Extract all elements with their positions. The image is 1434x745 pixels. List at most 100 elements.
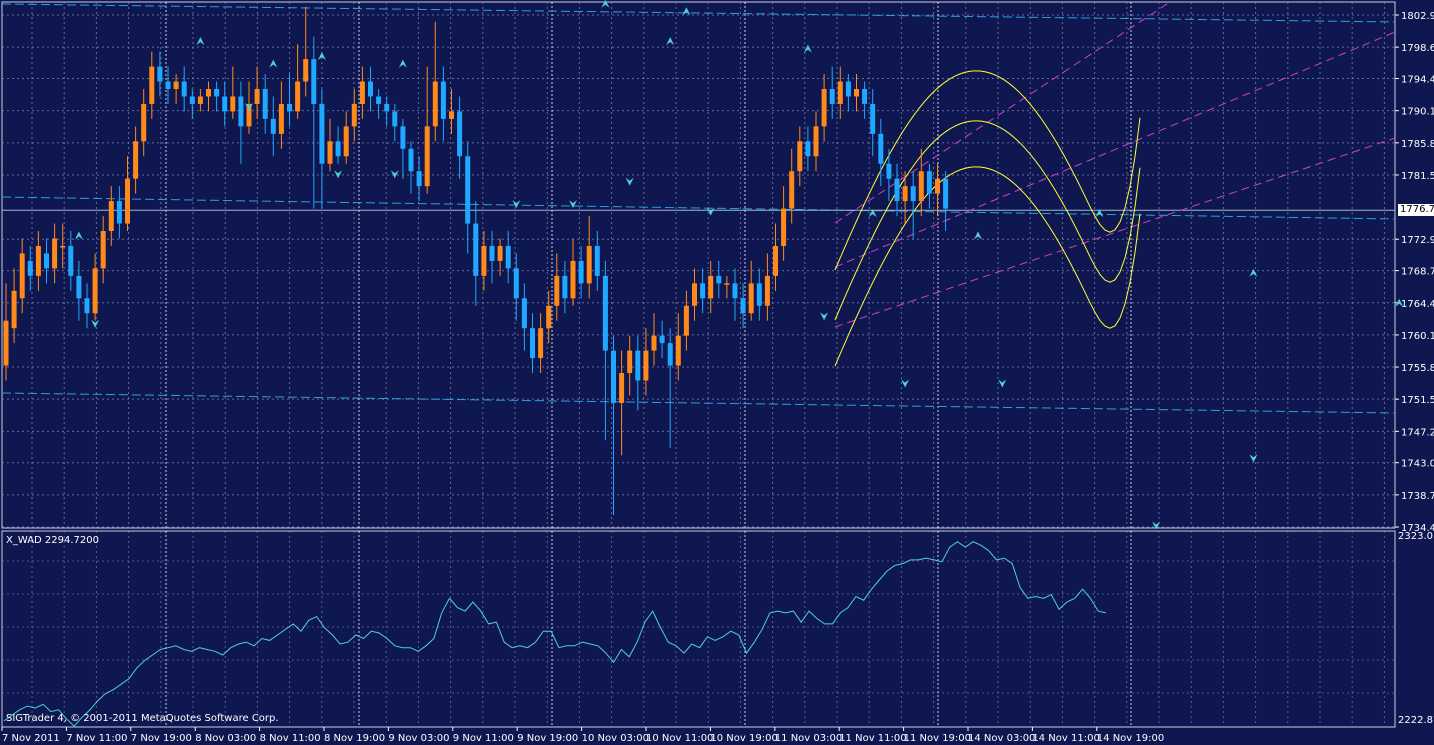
- bear-candle: [465, 156, 471, 224]
- bull-candle: [683, 305, 689, 336]
- bull-candle: [108, 201, 114, 232]
- fractal-up-arrow: [269, 59, 278, 68]
- fractal-down-arrow: [334, 170, 343, 179]
- time-axis-label: 9 Nov 19:00: [517, 733, 578, 744]
- time-axis-label: 14 Nov 11:00: [1032, 733, 1099, 744]
- bear-candle: [384, 103, 390, 112]
- poly-band-middle: [834, 120, 1141, 321]
- bull-candle: [789, 171, 795, 209]
- bear-candle: [870, 103, 876, 134]
- bear-candle: [214, 88, 220, 97]
- indicator-label: X_WAD 2294.7200: [6, 535, 99, 546]
- fractal-up-arrow: [1095, 209, 1104, 218]
- bull-candle: [52, 238, 58, 269]
- time-axis-label: 9 Nov 11:00: [453, 733, 514, 744]
- bear-candle: [700, 283, 706, 299]
- time-axis-label: 8 Nov 03:00: [195, 733, 256, 744]
- bull-candle: [449, 111, 454, 119]
- bull-candle: [133, 141, 139, 179]
- time-axis-label: 7 Nov 19:00: [131, 733, 192, 744]
- time-axis-label: 7 Nov 2011: [2, 733, 60, 744]
- bull-candle: [424, 126, 430, 187]
- bear-candle: [238, 96, 244, 127]
- bull-candle: [173, 81, 179, 89]
- bear-candle: [287, 103, 292, 112]
- bull-candle: [60, 245, 66, 248]
- fractal-down-arrow: [512, 200, 521, 209]
- fractal-up-arrow: [317, 52, 326, 61]
- fractal-down-arrow: [1152, 521, 1161, 530]
- bear-candle: [667, 343, 673, 366]
- bear-candle: [116, 201, 122, 224]
- fractal-down-arrow: [625, 177, 634, 186]
- bear-candle: [505, 245, 511, 269]
- regression-lower-line: [834, 137, 1396, 328]
- copyright-label: SIGTrader 4, © 2001-2011 MetaQuotes Soft…: [6, 713, 279, 724]
- time-axis-label: 8 Nov 19:00: [324, 733, 385, 744]
- bear-candle: [611, 350, 616, 403]
- price-axis-label: 1802.90: [1401, 11, 1434, 22]
- bull-candle: [918, 171, 924, 202]
- bull-candle: [11, 290, 17, 329]
- bull-candle: [546, 305, 552, 329]
- bull-candle: [351, 103, 357, 127]
- fractal-up-arrow: [74, 231, 83, 240]
- bull-candle: [781, 208, 787, 246]
- bull-candle: [708, 275, 714, 299]
- bear-candle: [943, 178, 949, 209]
- bear-candle: [311, 59, 317, 104]
- price-axis-label: 1755.80: [1401, 363, 1434, 374]
- bear-candle: [805, 141, 811, 157]
- bear-candle: [408, 148, 414, 172]
- current-price-tag: 1776.78: [1398, 204, 1434, 216]
- bear-candle: [189, 96, 195, 104]
- channel-upper-line: [1, 3, 1396, 23]
- channel-middle-line: [1, 196, 1396, 220]
- time-axis-label: 10 Nov 19:00: [710, 733, 777, 744]
- bull-candle: [854, 88, 859, 97]
- bull-candle: [748, 283, 754, 314]
- bear-candle: [732, 283, 738, 299]
- bull-candle: [197, 96, 203, 104]
- bull-candle: [902, 186, 908, 202]
- fractal-down-arrow: [569, 200, 577, 209]
- bull-candle: [149, 66, 155, 104]
- bear-candle: [489, 245, 495, 261]
- time-axis-label: 11 Nov 19:00: [904, 733, 971, 744]
- bear-candle: [910, 186, 916, 202]
- bear-candle: [44, 253, 49, 269]
- indicator-panel-border: [1, 530, 1396, 728]
- price-axis-label: 1743.00: [1401, 459, 1434, 470]
- bull-candle: [651, 335, 657, 351]
- bull-candle: [343, 126, 349, 157]
- bear-candle: [319, 103, 325, 164]
- bull-candle: [3, 320, 9, 366]
- bear-candle: [845, 81, 851, 97]
- bull-candle: [627, 350, 633, 374]
- bear-candle: [68, 245, 74, 276]
- bear-candle: [165, 81, 171, 89]
- bear-candle: [521, 298, 527, 329]
- bear-candle: [457, 111, 463, 157]
- bear-candle: [829, 88, 835, 104]
- fractal-up-arrow: [974, 231, 982, 240]
- time-axis-label: 9 Nov 03:00: [388, 733, 449, 744]
- fractal-up-arrow: [682, 7, 691, 16]
- fractal-down-arrow: [245, 102, 253, 111]
- bear-candle: [716, 275, 722, 284]
- regression-top-line: [834, 1, 1171, 224]
- price-axis-label: 1760.10: [1401, 331, 1434, 342]
- bear-candle: [594, 245, 600, 276]
- bear-candle: [416, 171, 422, 187]
- bear-candle: [222, 96, 228, 112]
- bull-candle: [92, 268, 98, 314]
- bull-candle: [125, 178, 130, 224]
- bull-candle: [497, 245, 503, 261]
- bull-candle: [675, 335, 681, 366]
- bull-candle: [643, 350, 649, 381]
- bear-candle: [886, 163, 892, 179]
- bull-candle: [100, 231, 106, 269]
- price-axis-label: 1734.40: [1401, 523, 1434, 534]
- bull-candle: [813, 126, 819, 157]
